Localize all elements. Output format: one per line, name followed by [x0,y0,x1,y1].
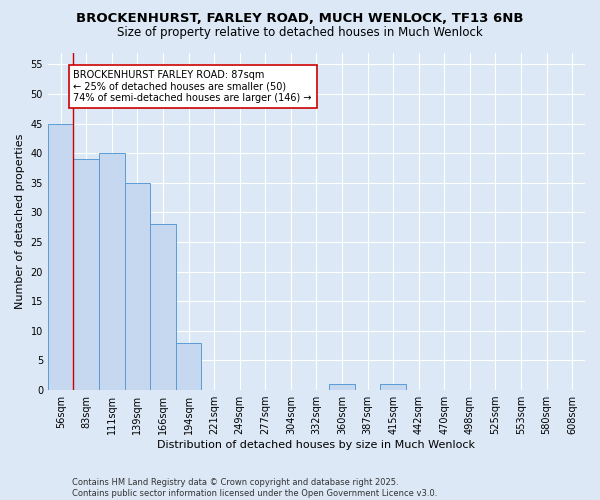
Y-axis label: Number of detached properties: Number of detached properties [15,134,25,309]
Text: Contains HM Land Registry data © Crown copyright and database right 2025.
Contai: Contains HM Land Registry data © Crown c… [72,478,437,498]
Bar [176,342,202,390]
Text: Size of property relative to detached houses in Much Wenlock: Size of property relative to detached ho… [117,26,483,39]
Text: BROCKENHURST, FARLEY ROAD, MUCH WENLOCK, TF13 6NB: BROCKENHURST, FARLEY ROAD, MUCH WENLOCK,… [76,12,524,26]
Bar [150,224,176,390]
Bar [73,159,99,390]
Bar [99,153,125,390]
Text: BROCKENHURST FARLEY ROAD: 87sqm
← 25% of detached houses are smaller (50)
74% of: BROCKENHURST FARLEY ROAD: 87sqm ← 25% of… [73,70,312,104]
Bar [329,384,355,390]
Bar [125,183,150,390]
X-axis label: Distribution of detached houses by size in Much Wenlock: Distribution of detached houses by size … [157,440,475,450]
Bar [380,384,406,390]
Bar [48,124,73,390]
